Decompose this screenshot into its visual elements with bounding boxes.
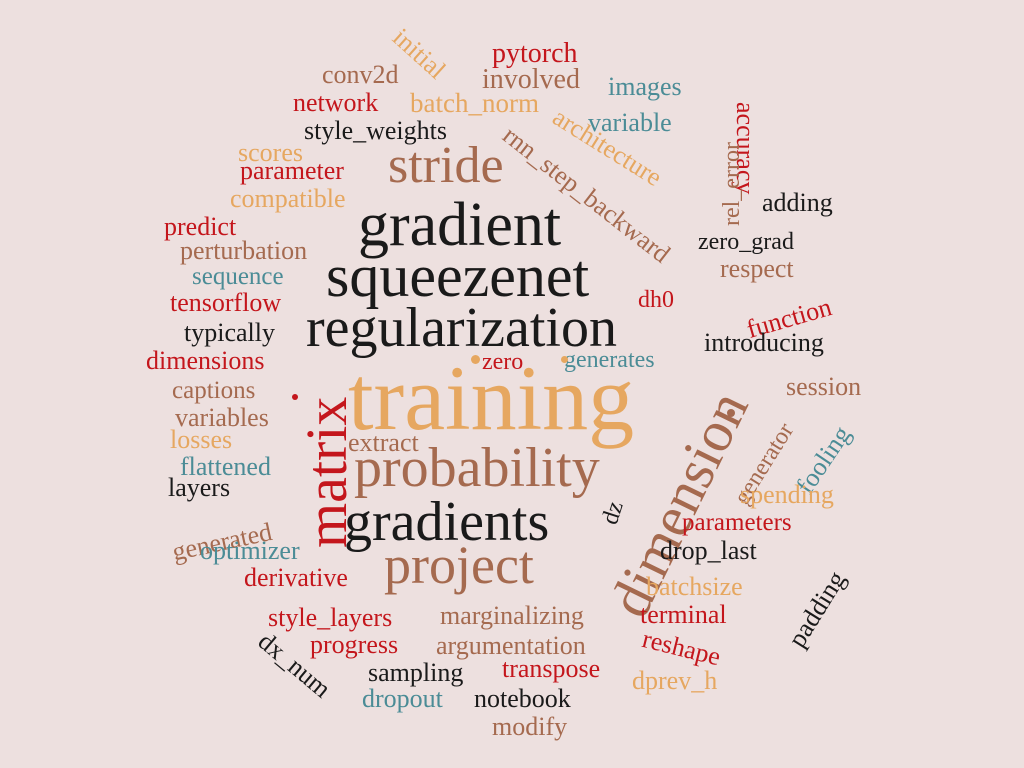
word-optimizer: optimizer [200,536,300,565]
word-involved: involved [482,64,580,95]
word-introducing: introducing [704,328,824,357]
word-layers: layers [168,473,231,502]
word-batchsize: batchsize [646,572,743,601]
decorative-dot [471,355,480,364]
word-pytorch: pytorch [492,38,578,69]
word-sequence: sequence [192,263,284,290]
word-style-weights: style_weights [304,116,447,145]
word-captions: captions [172,377,256,404]
word-compatible: compatible [230,184,346,213]
word-notebook: notebook [474,684,571,713]
word-spending: spending [740,480,834,509]
word-stride: stride [388,137,504,194]
word-adding: adding [762,188,833,217]
word-dropout: dropout [362,684,443,713]
word-regularization: regularization [306,297,617,359]
word-drop-last: drop_last [660,536,757,565]
word-probability: probability [354,437,600,499]
word-derivative: derivative [244,563,348,592]
word-flattened: flattened [180,452,271,481]
word-padding: padding [782,565,852,653]
word-style-layers: style_layers [268,603,393,632]
word-network: network [293,88,379,117]
word-respect: respect [720,254,794,283]
word-marginalizing: marginalizing [440,601,584,630]
word-gradient: gradient [358,191,562,259]
decorative-dot [292,394,298,400]
word-project: project [384,535,534,595]
word-session: session [786,372,862,401]
word-parameters: parameters [682,509,792,536]
word-losses: losses [170,425,233,454]
word-generates: generates [564,347,655,373]
word-argumentation: argumentation [436,631,586,660]
word-extract: extract [348,428,419,457]
word-perturbation: perturbation [180,236,308,265]
word-parameter: parameter [240,156,344,185]
word-conv2d: conv2d [322,60,399,89]
word-terminal: terminal [640,600,727,629]
word-batch-norm: batch_norm [410,88,539,118]
word-progress: progress [310,630,399,659]
word-dimensions: dimensions [146,346,265,375]
word-training: training [348,347,635,449]
word-sampling: sampling [368,658,464,687]
word-gradients: gradients [344,491,550,553]
word-tensorflow: tensorflow [170,288,282,317]
word-scores: scores [238,138,303,167]
word-reshape: reshape [639,624,724,672]
word-dprev-h: dprev_h [632,666,718,695]
word-modify: modify [492,712,568,741]
word-rel-error: rel_error [719,142,745,226]
word-zero-grad: zero_grad [698,229,794,255]
word-transpose: transpose [502,654,601,683]
word-variables: variables [175,403,269,432]
word-variable: variable [588,108,672,137]
word-images: images [608,72,682,101]
word-typically: typically [184,318,275,347]
word-zero: zero [482,349,524,375]
decorative-dot [727,409,735,417]
word-dh0: dh0 [638,287,674,313]
word-predict: predict [164,212,237,241]
word-dz: dz [597,498,629,528]
decorative-dot [561,356,568,363]
word-matrix: matrix [294,396,359,548]
word-squeezenet: squeezenet [326,243,590,309]
